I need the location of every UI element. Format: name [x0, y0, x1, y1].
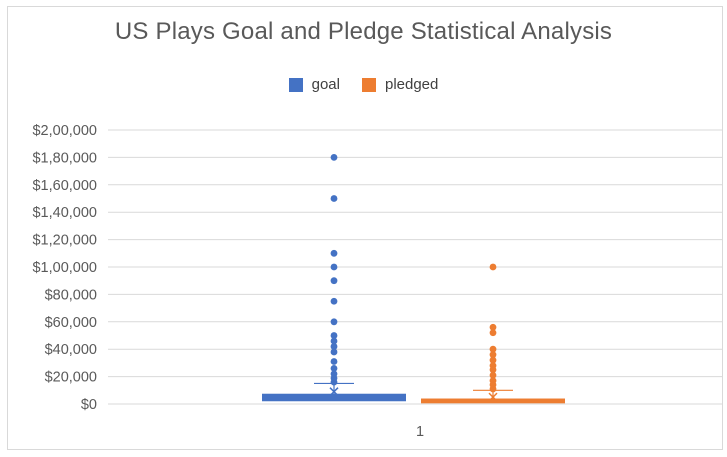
outlier-point-goal: [330, 154, 338, 161]
outlier-point-goal: [330, 318, 338, 326]
legend-item-pledged: pledged: [361, 76, 439, 93]
x-tick-label: 1: [416, 424, 424, 440]
outlier-point-goal: [330, 348, 338, 356]
outlier-point-pledged: [489, 371, 497, 379]
y-tick-label: $1,40,000: [32, 205, 97, 221]
y-tick-label: $0: [81, 397, 97, 413]
outlier-point-goal: [330, 249, 338, 257]
outlier-point-goal: [330, 263, 338, 271]
mean-marker-pledged: [488, 392, 498, 402]
y-tick-label: $1,20,000: [32, 233, 97, 249]
legend: goal pledged: [0, 76, 727, 93]
outlier-point-goal: [330, 195, 338, 202]
outlier-point-pledged: [489, 263, 497, 271]
box-goal: [262, 393, 406, 402]
outlier-point-goal: [330, 337, 338, 345]
outlier-point-goal: [330, 358, 338, 365]
y-tick-label: $20,000: [45, 370, 97, 386]
y-tick-label: $80,000: [45, 287, 97, 303]
outlier-point-pledged: [489, 329, 497, 337]
outlier-point-goal: [330, 364, 338, 372]
outlier-point-goal: [330, 332, 338, 339]
outlier-point-goal: [330, 277, 338, 285]
y-tick-label: $1,00,000: [32, 260, 97, 276]
y-tick-label: $1,60,000: [32, 178, 97, 194]
y-tick-label: $1,80,000: [32, 150, 97, 166]
outlier-point-goal: [330, 378, 338, 386]
box-pledged: [421, 398, 565, 404]
legend-item-goal: goal: [288, 76, 340, 93]
mean-marker-goal: [329, 387, 339, 397]
outlier-point-pledged: [489, 323, 497, 331]
legend-label-goal: goal: [311, 76, 340, 93]
y-tick-label: $40,000: [45, 342, 97, 358]
legend-label-pledged: pledged: [384, 76, 439, 93]
y-tick-label: $60,000: [45, 315, 97, 331]
outlier-point-pledged: [489, 356, 497, 364]
chart-title: US Plays Goal and Pledge Statistical Ana…: [114, 18, 613, 45]
outlier-point-pledged: [489, 345, 497, 353]
legend-swatch-goal: [288, 77, 303, 92]
outlier-point-goal: [330, 297, 338, 305]
outlier-point-pledged: [489, 366, 497, 374]
outlier-point-pledged: [489, 385, 497, 393]
y-tick-label: $2,00,000: [32, 123, 97, 139]
outlier-point-goal: [330, 343, 338, 350]
outlier-point-pledged: [489, 351, 497, 359]
legend-swatch-pledged: [361, 77, 376, 92]
